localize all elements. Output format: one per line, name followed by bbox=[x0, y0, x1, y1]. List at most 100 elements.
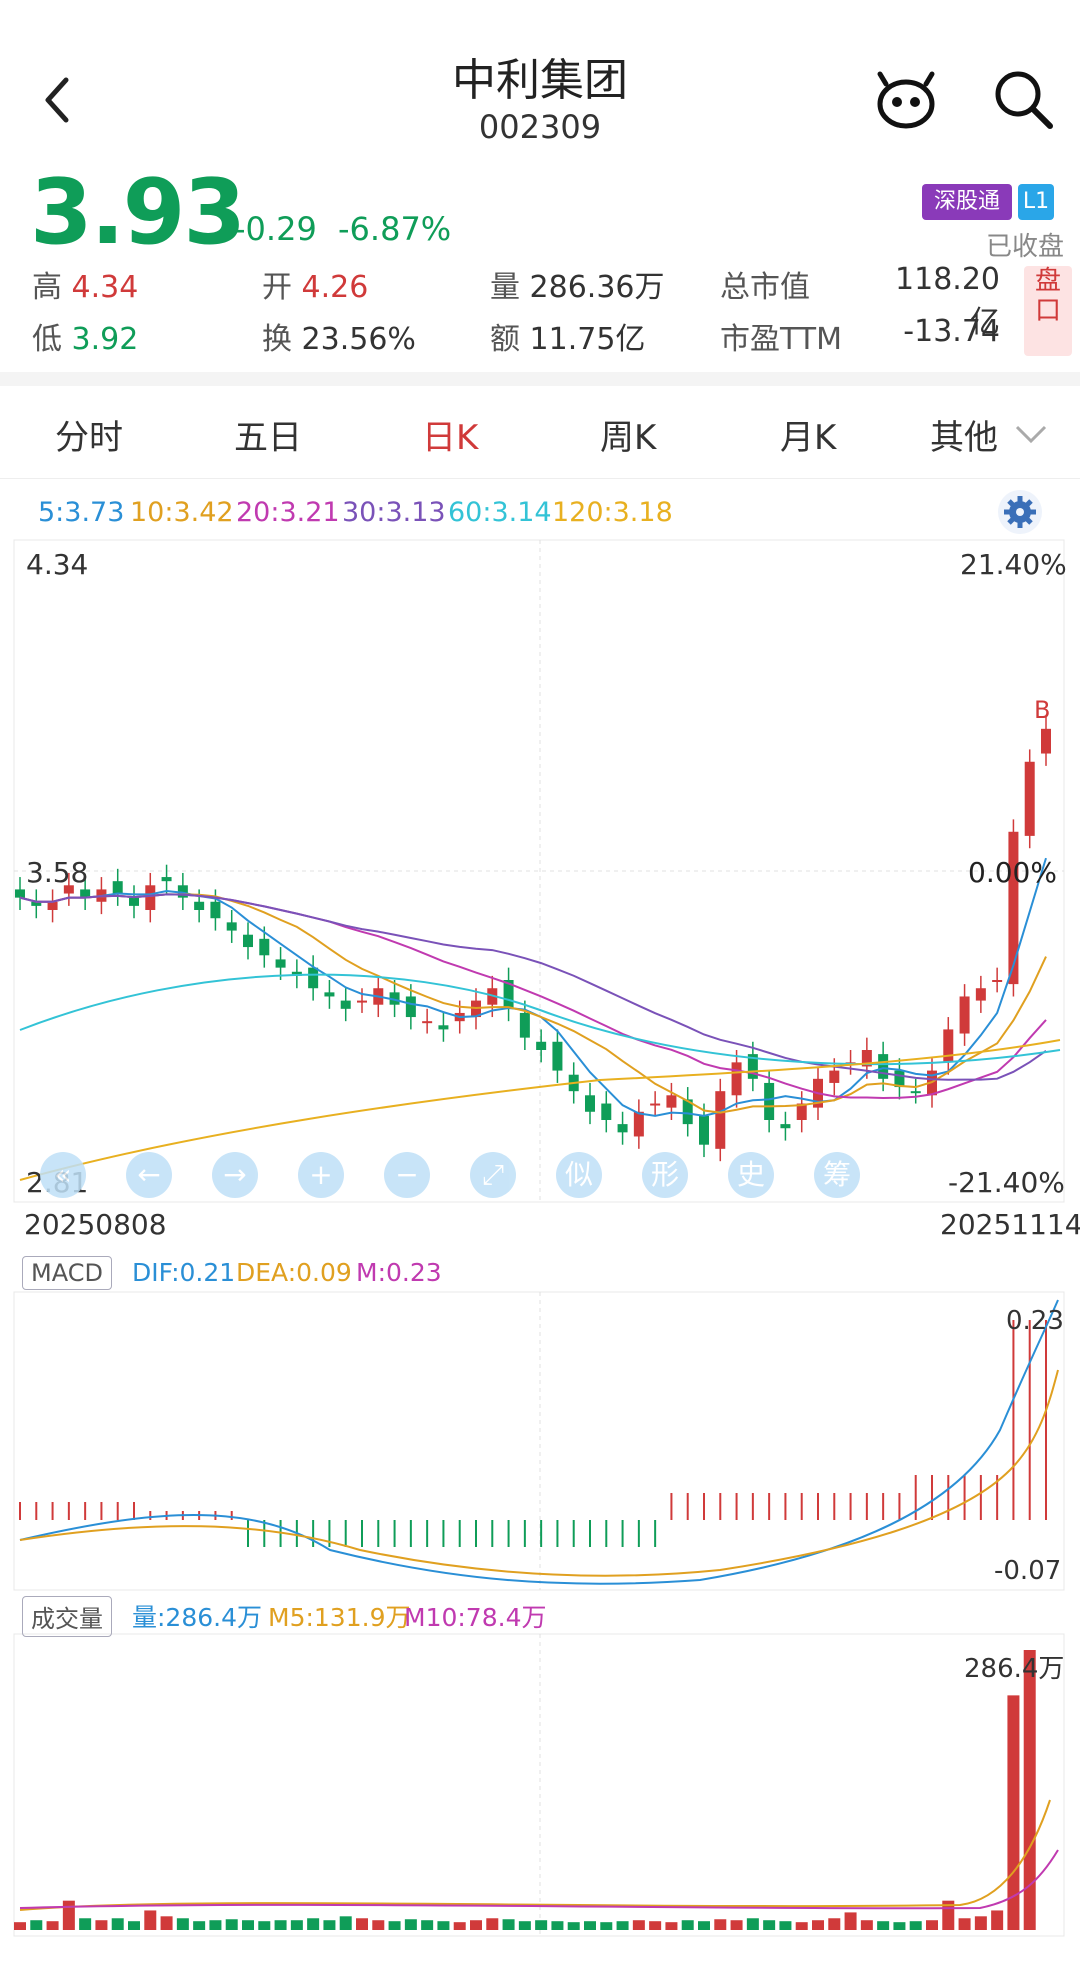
macd-dif: DIF:0.21 bbox=[132, 1258, 236, 1287]
macd-axis-max: 0.23 bbox=[1006, 1306, 1064, 1336]
candle-body bbox=[226, 922, 237, 931]
fullscreen-button[interactable]: ⤢ bbox=[470, 1152, 516, 1198]
high-field: 高 4.34 bbox=[32, 270, 139, 305]
tab-divider bbox=[0, 478, 1080, 479]
volume-bar bbox=[453, 1922, 466, 1930]
buy-marker: B bbox=[1034, 696, 1051, 724]
price-change-pct: -6.87% bbox=[338, 210, 452, 248]
pankou-button[interactable]: 盘口 bbox=[1024, 266, 1072, 356]
volume-bar bbox=[681, 1920, 694, 1930]
volume-bar bbox=[763, 1920, 776, 1930]
volume-m5: M5:131.9万 bbox=[268, 1603, 411, 1632]
pattern-button[interactable]: 形 bbox=[642, 1152, 688, 1198]
candle-body bbox=[503, 980, 514, 1009]
candle-body bbox=[438, 1025, 449, 1030]
ma30-label: 30:3.13 bbox=[342, 497, 446, 528]
robot-button[interactable] bbox=[870, 64, 942, 136]
volume-bar bbox=[274, 1920, 287, 1930]
dea-line bbox=[19, 1369, 1059, 1577]
candle-body bbox=[177, 885, 188, 898]
price-axis-mid: 3.58 bbox=[26, 856, 89, 889]
search-icon bbox=[995, 71, 1053, 129]
history-button[interactable]: 史 bbox=[728, 1152, 774, 1198]
volume-bar bbox=[795, 1922, 808, 1930]
zoom-out-button[interactable]: − bbox=[384, 1152, 430, 1198]
back-button[interactable] bbox=[30, 60, 90, 140]
candle-body bbox=[422, 1021, 433, 1024]
volume-bar bbox=[909, 1921, 922, 1930]
volume-bar bbox=[421, 1920, 434, 1930]
tab-more[interactable]: 其他 bbox=[930, 410, 1046, 459]
volume-value: 量:286.4万 bbox=[132, 1603, 262, 1632]
volume-bar bbox=[144, 1910, 157, 1930]
tab-weekly-k[interactable]: 周K bbox=[600, 418, 657, 458]
volume-bar bbox=[437, 1921, 450, 1930]
candle-body bbox=[161, 877, 172, 882]
ma-line bbox=[19, 893, 1047, 1081]
settings-button[interactable] bbox=[998, 490, 1042, 534]
volume-bar bbox=[746, 1918, 759, 1930]
tab-intraday[interactable]: 分时 bbox=[55, 418, 123, 458]
pe-value: -13.74 bbox=[903, 314, 1000, 349]
candle-body bbox=[894, 1070, 905, 1088]
volume-bar bbox=[323, 1920, 336, 1930]
volume-bar bbox=[844, 1912, 857, 1930]
pct-axis-min: -21.40% bbox=[948, 1166, 1065, 1199]
l1-badge[interactable]: L1 bbox=[1018, 184, 1054, 220]
chevron-down-icon bbox=[1015, 425, 1046, 444]
panel-frame bbox=[13, 1291, 1065, 1591]
sgt-badge[interactable]: 深股通 bbox=[922, 184, 1012, 220]
volume-bar bbox=[877, 1921, 890, 1930]
candle-body bbox=[145, 885, 156, 910]
candle-body bbox=[682, 1099, 693, 1125]
volume-bar bbox=[79, 1918, 92, 1930]
volume-bar bbox=[470, 1920, 482, 1930]
volume-bar bbox=[258, 1921, 271, 1930]
candle-body bbox=[796, 1103, 807, 1120]
price-change: -0.29 bbox=[234, 210, 317, 248]
candle-body bbox=[1008, 831, 1019, 985]
candle-body bbox=[617, 1124, 628, 1133]
volume-bar bbox=[502, 1919, 515, 1930]
candle-body bbox=[699, 1115, 709, 1145]
scroll-left-button[interactable]: ← bbox=[126, 1152, 172, 1198]
gear-icon bbox=[1004, 496, 1036, 528]
tab-daily-k[interactable]: 日K bbox=[422, 418, 479, 458]
macd-label[interactable]: MACD bbox=[22, 1256, 112, 1290]
dif-line bbox=[19, 1299, 1059, 1585]
similar-button[interactable]: 似 bbox=[556, 1152, 602, 1198]
volume-bar bbox=[388, 1921, 401, 1930]
volume-bar bbox=[714, 1919, 727, 1930]
volume-bar bbox=[860, 1920, 873, 1930]
candle-body bbox=[861, 1050, 872, 1067]
candle-body bbox=[80, 889, 91, 898]
search-button[interactable] bbox=[990, 66, 1056, 132]
robot-icon bbox=[877, 71, 935, 129]
volume-bar bbox=[632, 1920, 645, 1930]
ma-line bbox=[19, 893, 1047, 1114]
volume-bar bbox=[551, 1921, 564, 1930]
candle-body bbox=[15, 889, 25, 898]
candle-body bbox=[552, 1041, 563, 1071]
vol-ma10-line bbox=[19, 1849, 1059, 1910]
date-start: 20250808 bbox=[24, 1208, 167, 1241]
macd-axis-min: -0.07 bbox=[994, 1556, 1062, 1586]
volume-bar bbox=[486, 1918, 499, 1930]
chips-button[interactable]: 筹 bbox=[814, 1152, 860, 1198]
candle-body bbox=[275, 959, 286, 968]
rewind-button[interactable]: « bbox=[40, 1152, 86, 1198]
panel-frame bbox=[13, 539, 1065, 1203]
scroll-right-button[interactable]: → bbox=[212, 1152, 258, 1198]
tab-five-day[interactable]: 五日 bbox=[234, 418, 302, 458]
candle-body bbox=[780, 1124, 791, 1129]
volume-bar bbox=[828, 1918, 841, 1930]
tab-monthly-k[interactable]: 月K bbox=[780, 418, 837, 458]
volume-label[interactable]: 成交量 bbox=[22, 1596, 112, 1637]
candle-body bbox=[47, 901, 58, 910]
low-field: 低 3.92 bbox=[32, 322, 139, 357]
stock-name: 中利集团 bbox=[452, 55, 628, 106]
zoom-in-button[interactable]: + bbox=[298, 1152, 344, 1198]
candle-body bbox=[340, 1000, 351, 1009]
candle-body bbox=[112, 881, 123, 894]
